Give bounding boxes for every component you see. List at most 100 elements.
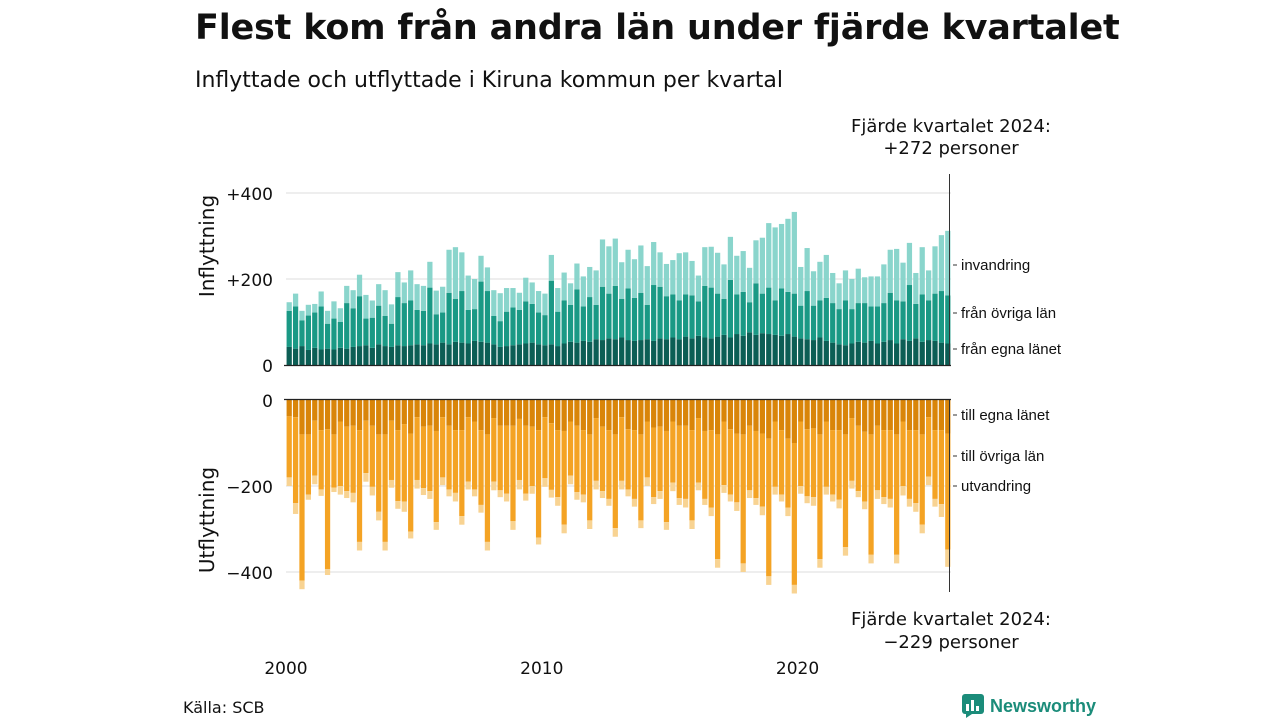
bar-outflow-egna [619,400,625,418]
bar-outflow-egna [299,400,305,435]
bar-outflow-ovriga [842,434,849,548]
bar-inflow-invandring [299,310,305,321]
bar-inflow-ovriga [887,292,893,341]
bar-inflow-invandring [376,284,382,306]
bar-outflow-utvandring [529,486,535,494]
bar-inflow-invandring [491,290,497,316]
bar-outflow-utvandring [324,568,331,576]
bar-outflow-utvandring [938,504,945,517]
bar-inflow-ovriga [625,288,631,341]
bar-outflow-utvandring [382,541,388,551]
bar-inflow-ovriga [721,298,727,335]
bar-outflow-egna [337,400,343,422]
bar-inflow-egna [689,338,695,365]
bar-outflow-egna [555,400,561,431]
bar-inflow-ovriga [938,291,945,343]
bar-outflow-ovriga [574,425,580,493]
bar-inflow-egna [625,340,631,365]
top-annotation-line1: Fjärde kvartalet 2024: [851,116,1051,137]
bar-inflow-egna [350,346,356,365]
bar-outflow-ovriga [491,418,497,482]
bar-outflow-utvandring [548,489,554,498]
bar-outflow-egna [849,400,855,419]
bar-outflow-egna [312,400,318,421]
bar-inflow-invandring [766,223,772,288]
bar-outflow-egna [612,400,618,435]
bar-outflow-utvandring [561,524,567,534]
bar-outflow-ovriga [305,434,311,495]
bar-inflow-egna [408,345,414,365]
bar-inflow-ovriga [651,285,657,341]
bar-inflow-ovriga [433,314,439,345]
brand-logo[interactable]: Newsworthy [962,694,1096,718]
bar-outflow-egna [734,400,740,434]
bar-inflow-invandring [823,254,829,298]
bar-inflow-invandring [926,270,932,301]
bar-inflow-ovriga [510,307,516,346]
bar-inflow-invandring [459,252,465,292]
bar-outflow-ovriga [472,421,478,490]
bar-outflow-utvandring [567,475,574,485]
bar-outflow-ovriga [542,417,548,479]
bar-inflow-egna [842,345,849,365]
bar-outflow-egna [919,400,925,435]
bar-outflow-ovriga [894,434,900,555]
bar-inflow-ovriga [414,309,420,345]
bar-outflow-ovriga [689,430,695,521]
bar-inflow-egna [580,340,586,365]
bar-inflow-ovriga [746,302,753,333]
bar-outflow-utvandring [919,524,925,534]
bar-outflow-ovriga [446,425,452,490]
bar-inflow-egna [887,340,893,365]
bar-outflow-utvandring [619,480,625,490]
bar-outflow-utvandring [900,486,906,496]
bar-inflow-ovriga [491,315,497,345]
bar-inflow-invandring [395,272,401,298]
bar-inflow-invandring [548,254,554,281]
bar-outflow-utvandring [395,501,401,509]
bar-inflow-ovriga [631,297,638,341]
bar-outflow-ovriga [376,434,382,512]
bar-inflow-egna [619,337,625,365]
bar-inflow-egna [785,334,791,365]
bar-outflow-ovriga [727,429,734,495]
bar-outflow-egna [427,400,433,426]
bar-inflow-ovriga [862,303,868,343]
bar-outflow-egna [746,400,753,426]
bar-outflow-ovriga [721,421,727,486]
bar-inflow-invandring [900,262,906,302]
bar-inflow-invandring [689,260,695,296]
bar-outflow-utvandring [388,479,395,488]
bar-outflow-ovriga [817,434,823,560]
bar-outflow-utvandring [625,489,631,497]
bar-outflow-utvandring [369,486,375,496]
bar-outflow-utvandring [663,522,670,530]
bar-inflow-invandring [746,267,753,303]
bar-inflow-ovriga [753,283,759,335]
bar-outflow-egna [388,400,395,421]
x-tick-label: 2010 [520,659,563,679]
bar-outflow-ovriga [772,421,778,487]
bar-inflow-ovriga [580,306,586,341]
bar-inflow-invandring [887,249,893,293]
bar-inflow-ovriga [350,308,356,347]
bar-inflow-ovriga [376,305,382,345]
bar-inflow-invandring [727,236,734,280]
bar-inflow-ovriga [619,298,625,338]
bar-outflow-egna [433,400,439,431]
bar-outflow-egna [836,400,842,431]
bar-outflow-utvandring [312,475,318,485]
bar-outflow-utvandring [708,507,714,517]
bar-outflow-utvandring [612,528,618,537]
bar-inflow-ovriga [324,323,331,349]
bar-outflow-utvandring [440,477,446,486]
bar-inflow-invandring [318,291,324,307]
bar-inflow-invandring [638,245,644,293]
bar-outflow-utvandring [894,554,900,564]
bar-inflow-egna [459,342,465,365]
bar-outflow-ovriga [625,429,631,490]
bar-outflow-ovriga [516,418,523,480]
bar-outflow-egna [823,400,829,422]
series-label-inflow: invandring [961,257,1030,274]
bar-inflow-egna [714,336,721,365]
